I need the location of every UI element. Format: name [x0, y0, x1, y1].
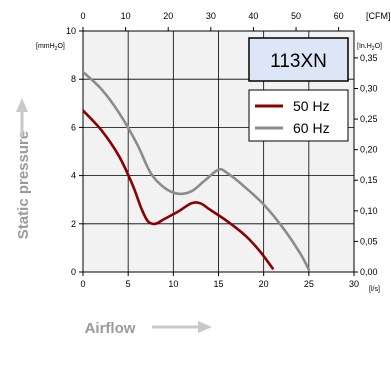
x-top-tick-label: 20: [163, 11, 173, 21]
x-top-tick-label: 10: [121, 11, 131, 21]
x-axis-arrow-icon: [152, 321, 212, 333]
x-bottom-tick-label: 30: [349, 279, 359, 289]
x-bottom-tick-label: 20: [259, 279, 269, 289]
x-top-tick-label: 50: [291, 11, 301, 21]
legend-box: [248, 89, 349, 142]
x-top-tick-label: 60: [334, 11, 344, 21]
y-axis-title-group: Static pressure: [15, 131, 32, 239]
y-left-tick-label: 0: [71, 267, 76, 277]
x-top-unit-label: [CFM]: [366, 11, 391, 21]
y-right-tick-label: 0,15: [360, 175, 378, 185]
y-left-unit-label: [mmH2O]: [36, 43, 65, 52]
y-left-tick-labels: 0 2 4 6 8 10: [66, 26, 76, 277]
y-left-tick-label: 10: [66, 26, 76, 36]
x-bottom-tick-label: 15: [213, 279, 223, 289]
legend-label-50hz: 50 Hz: [293, 98, 330, 114]
y-right-tick-label: 0,00: [360, 267, 378, 277]
y-right-unit-label: [In.H2O]: [357, 43, 382, 52]
x-top-tick-label: 30: [206, 11, 216, 21]
y-right-tick-label: 0,20: [360, 145, 378, 155]
x-bottom-tick-label: 25: [304, 279, 314, 289]
y-axis-title: Static pressure: [15, 131, 32, 239]
model-label-box: [248, 37, 349, 82]
y-left-tick-label: 2: [71, 219, 76, 229]
y-left-tick-label: 8: [71, 74, 76, 84]
y-right-tick-label: 0,05: [360, 236, 378, 246]
y-right-tick-label: 0,10: [360, 206, 378, 216]
series-line-60hz: [83, 70, 311, 271]
x-bottom-tick-label: 10: [168, 279, 178, 289]
y-left-tick-label: 6: [71, 122, 76, 132]
x-bottom-tick-label: 5: [126, 279, 131, 289]
x-bottom-tick-label: 0: [80, 279, 85, 289]
x-bottom-unit-label: [l/s]: [369, 286, 380, 293]
model-label: 113XN: [270, 51, 327, 72]
y-right-tick-label: 0,30: [360, 83, 378, 93]
y-right-tick-label: 0,35: [360, 53, 378, 63]
y-axis-arrow-icon: [16, 98, 28, 137]
y-left-tick-label: 4: [71, 171, 76, 181]
series-layer: [83, 70, 311, 271]
x-top-tick-labels: 0 10 20 30 40 50 60: [80, 11, 343, 21]
legend-label-60hz: 60 Hz: [293, 120, 330, 136]
x-axis-title: Airflow: [85, 320, 136, 337]
x-top-tick-label: 40: [248, 11, 258, 21]
plot-frame: [82, 30, 355, 273]
x-bottom-tick-labels: 0 5 10 15 20 25 30: [80, 279, 359, 289]
series-line-50hz: [83, 109, 274, 270]
y-right-tick-label: 0,25: [360, 114, 378, 124]
y-right-tick-labels: 0,00 0,05 0,10 0,15 0,20 0,25 0,30 0,35: [360, 53, 378, 277]
x-top-tick-label: 0: [80, 11, 85, 21]
